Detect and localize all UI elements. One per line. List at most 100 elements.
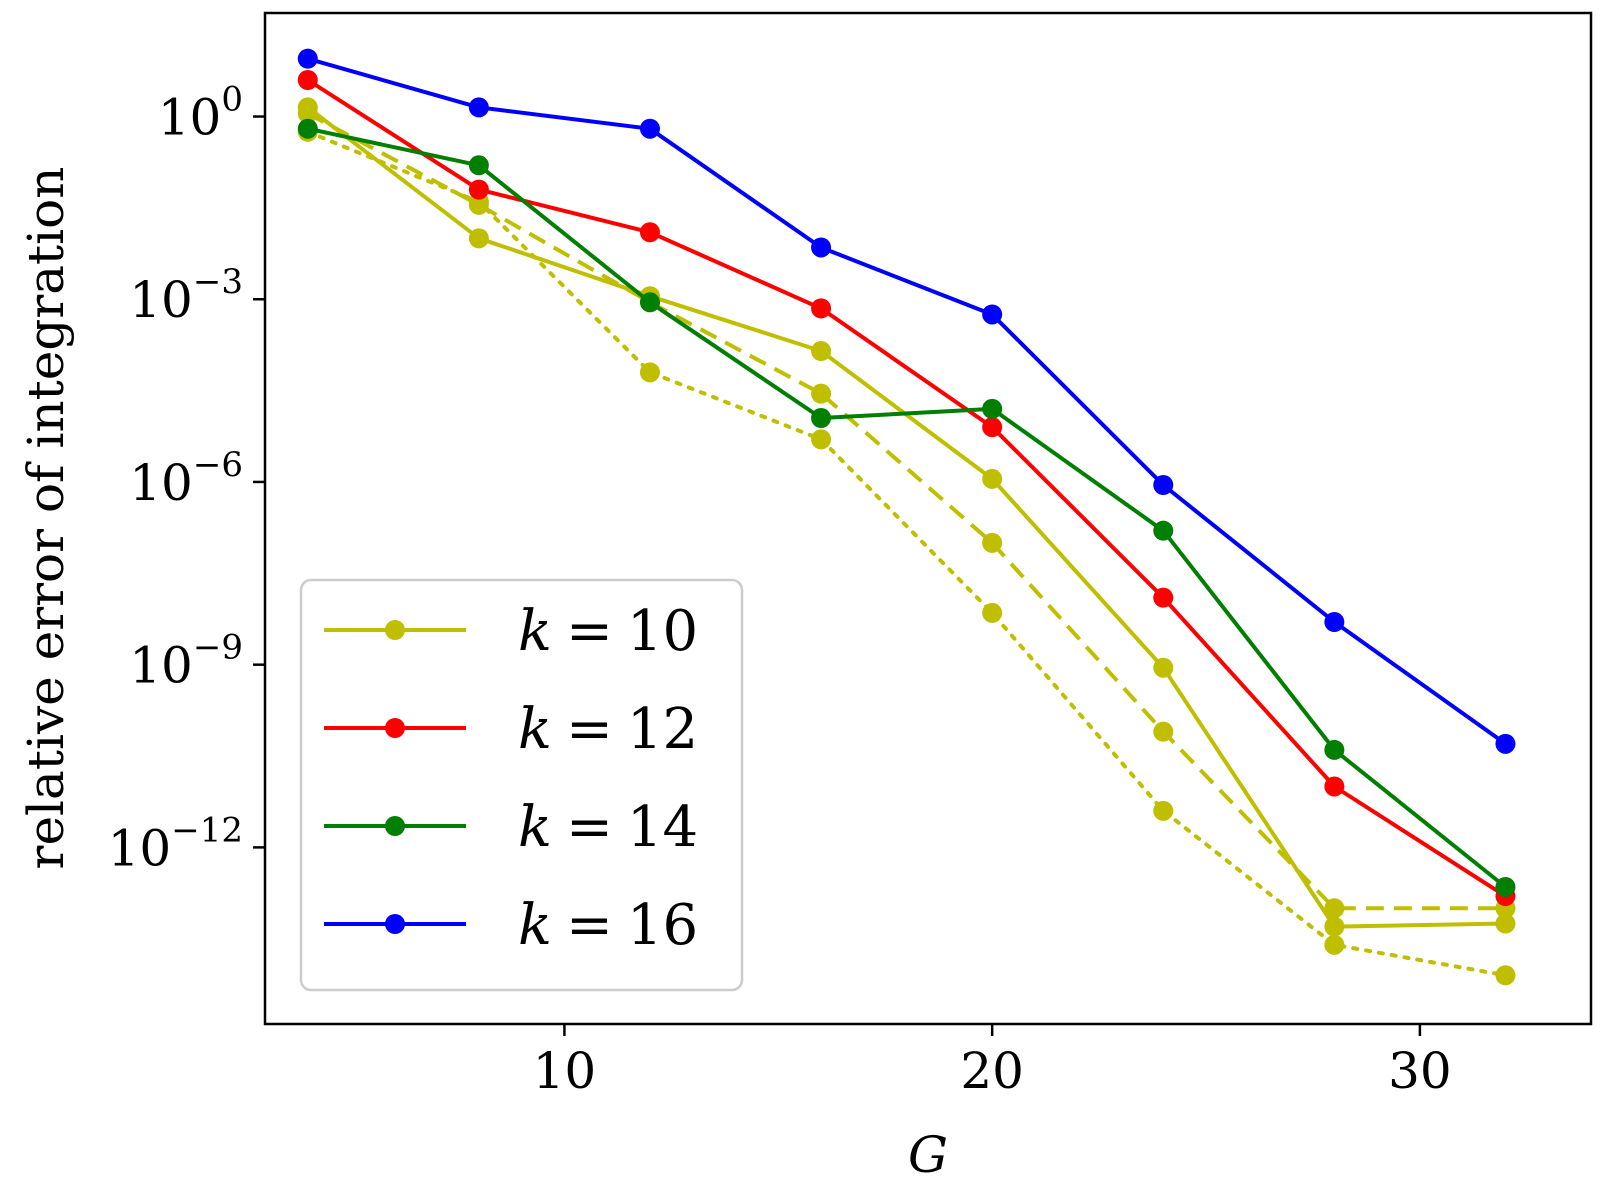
data-point [1324, 739, 1345, 760]
data-point [468, 179, 489, 200]
legend-label: k = 14 [518, 795, 698, 860]
legend-label: k = 10 [518, 599, 698, 664]
series-line [307, 56, 1507, 746]
series-line [306, 111, 1506, 911]
data-point [1153, 721, 1174, 742]
data-point [1495, 913, 1516, 934]
y-tick-exponent: −3 [193, 262, 243, 302]
legend-entry: k = 10 [324, 599, 698, 664]
legend-entry: k = 12 [324, 697, 698, 762]
legend-label: k = 12 [518, 697, 698, 762]
data-point [811, 341, 832, 362]
x-tick-label: 20 [960, 1042, 1024, 1100]
data-point [1495, 876, 1516, 897]
y-tick-exponent: −12 [171, 810, 243, 850]
y-tick-base: 10 [108, 819, 172, 877]
series-layer [297, 48, 1516, 986]
legend-equals: = [566, 795, 613, 860]
data-point [468, 228, 489, 249]
legend-label: k = 16 [518, 893, 698, 958]
y-tick-label: 10−9 [129, 628, 243, 695]
series-line [306, 78, 1507, 898]
legend-entries: k = 10k = 12k = 14k = 16 [324, 599, 698, 958]
legend-marker [385, 620, 405, 640]
data-point [639, 292, 660, 313]
y-tick-exponent: −9 [193, 628, 243, 668]
data-point [639, 362, 660, 383]
y-tick-label: 10−3 [129, 262, 243, 329]
data-point [982, 304, 1003, 325]
data-point [639, 222, 660, 243]
legend-value: 12 [627, 697, 698, 762]
legend-box [299, 578, 744, 992]
data-point [297, 103, 318, 124]
legend-variable: k [518, 893, 552, 958]
plot-area-frame [263, 11, 1593, 1026]
series-k-14 [297, 118, 1516, 897]
data-point [811, 298, 832, 319]
data-point [982, 398, 1003, 419]
legend-value: 10 [627, 599, 698, 664]
legend-marker [385, 816, 405, 836]
y-tick-label: 100 [158, 80, 243, 147]
data-point [811, 237, 832, 258]
data-point [639, 118, 660, 139]
data-point [1153, 520, 1174, 541]
legend-marker [385, 914, 405, 934]
x-axis-ticks: 10 20 30 [533, 1024, 1452, 1100]
data-point [811, 383, 832, 404]
legend: k = 10k = 12k = 14k = 16 [299, 578, 744, 992]
legend-variable: k [518, 795, 552, 860]
data-point [811, 429, 832, 450]
series-k-12 [297, 69, 1516, 907]
data-point [1153, 587, 1174, 608]
y-tick-base: 10 [158, 89, 222, 147]
x-tick-label: 10 [533, 1042, 597, 1100]
data-point [1324, 898, 1345, 919]
data-point [1153, 657, 1174, 678]
legend-entry: k = 16 [324, 893, 698, 958]
y-axis-label: relative error of integration [17, 167, 75, 870]
data-point [297, 48, 318, 69]
series-line [307, 126, 1507, 889]
data-point [1324, 612, 1345, 633]
series-k-16 [297, 48, 1516, 754]
data-point [1495, 733, 1516, 754]
y-tick-base: 10 [129, 637, 193, 695]
legend-equals: = [566, 697, 613, 762]
y-tick-base: 10 [129, 454, 193, 512]
legend-equals: = [566, 893, 613, 958]
y-tick-label: 10−12 [108, 810, 243, 877]
data-point [1324, 776, 1345, 797]
x-axis-label: G [908, 1126, 948, 1184]
data-point [982, 602, 1003, 623]
data-point [1153, 475, 1174, 496]
data-point [1324, 916, 1345, 937]
legend-value: 14 [627, 795, 698, 860]
legend-variable: k [518, 697, 552, 762]
legend-entry: k = 14 [324, 795, 698, 860]
legend-variable: k [518, 599, 552, 664]
data-point [1495, 965, 1516, 986]
data-point [811, 408, 832, 429]
legend-equals: = [566, 599, 613, 664]
data-point [982, 417, 1003, 438]
series-line [305, 129, 1508, 978]
data-point [297, 118, 318, 139]
data-point [1324, 934, 1345, 955]
y-tick-base: 10 [129, 271, 193, 329]
legend-marker [385, 718, 405, 738]
data-point [468, 155, 489, 176]
y-tick-exponent: −6 [193, 445, 243, 485]
data-point [982, 468, 1003, 489]
y-tick-label: 10−6 [129, 445, 243, 512]
data-point [982, 532, 1003, 553]
y-tick-exponent: 0 [221, 80, 243, 120]
x-tick-label: 30 [1388, 1042, 1452, 1100]
data-point [1153, 800, 1174, 821]
legend-value: 16 [627, 893, 698, 958]
data-point [297, 69, 318, 90]
data-point [468, 97, 489, 118]
